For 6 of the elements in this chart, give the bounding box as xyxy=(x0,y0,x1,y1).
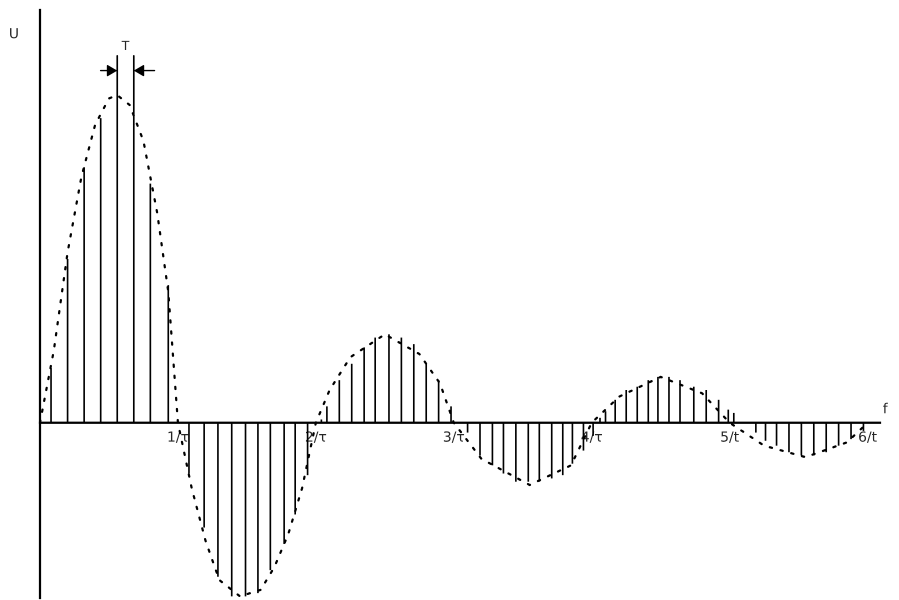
x-axis-title: f xyxy=(883,402,888,414)
x-tick-label: 6/t xyxy=(859,431,877,443)
text: T xyxy=(122,40,130,50)
x-tick-label: 3/τ xyxy=(444,431,464,443)
y-axis-title: U xyxy=(10,28,18,38)
x-tick-label: 5/t xyxy=(721,432,739,443)
